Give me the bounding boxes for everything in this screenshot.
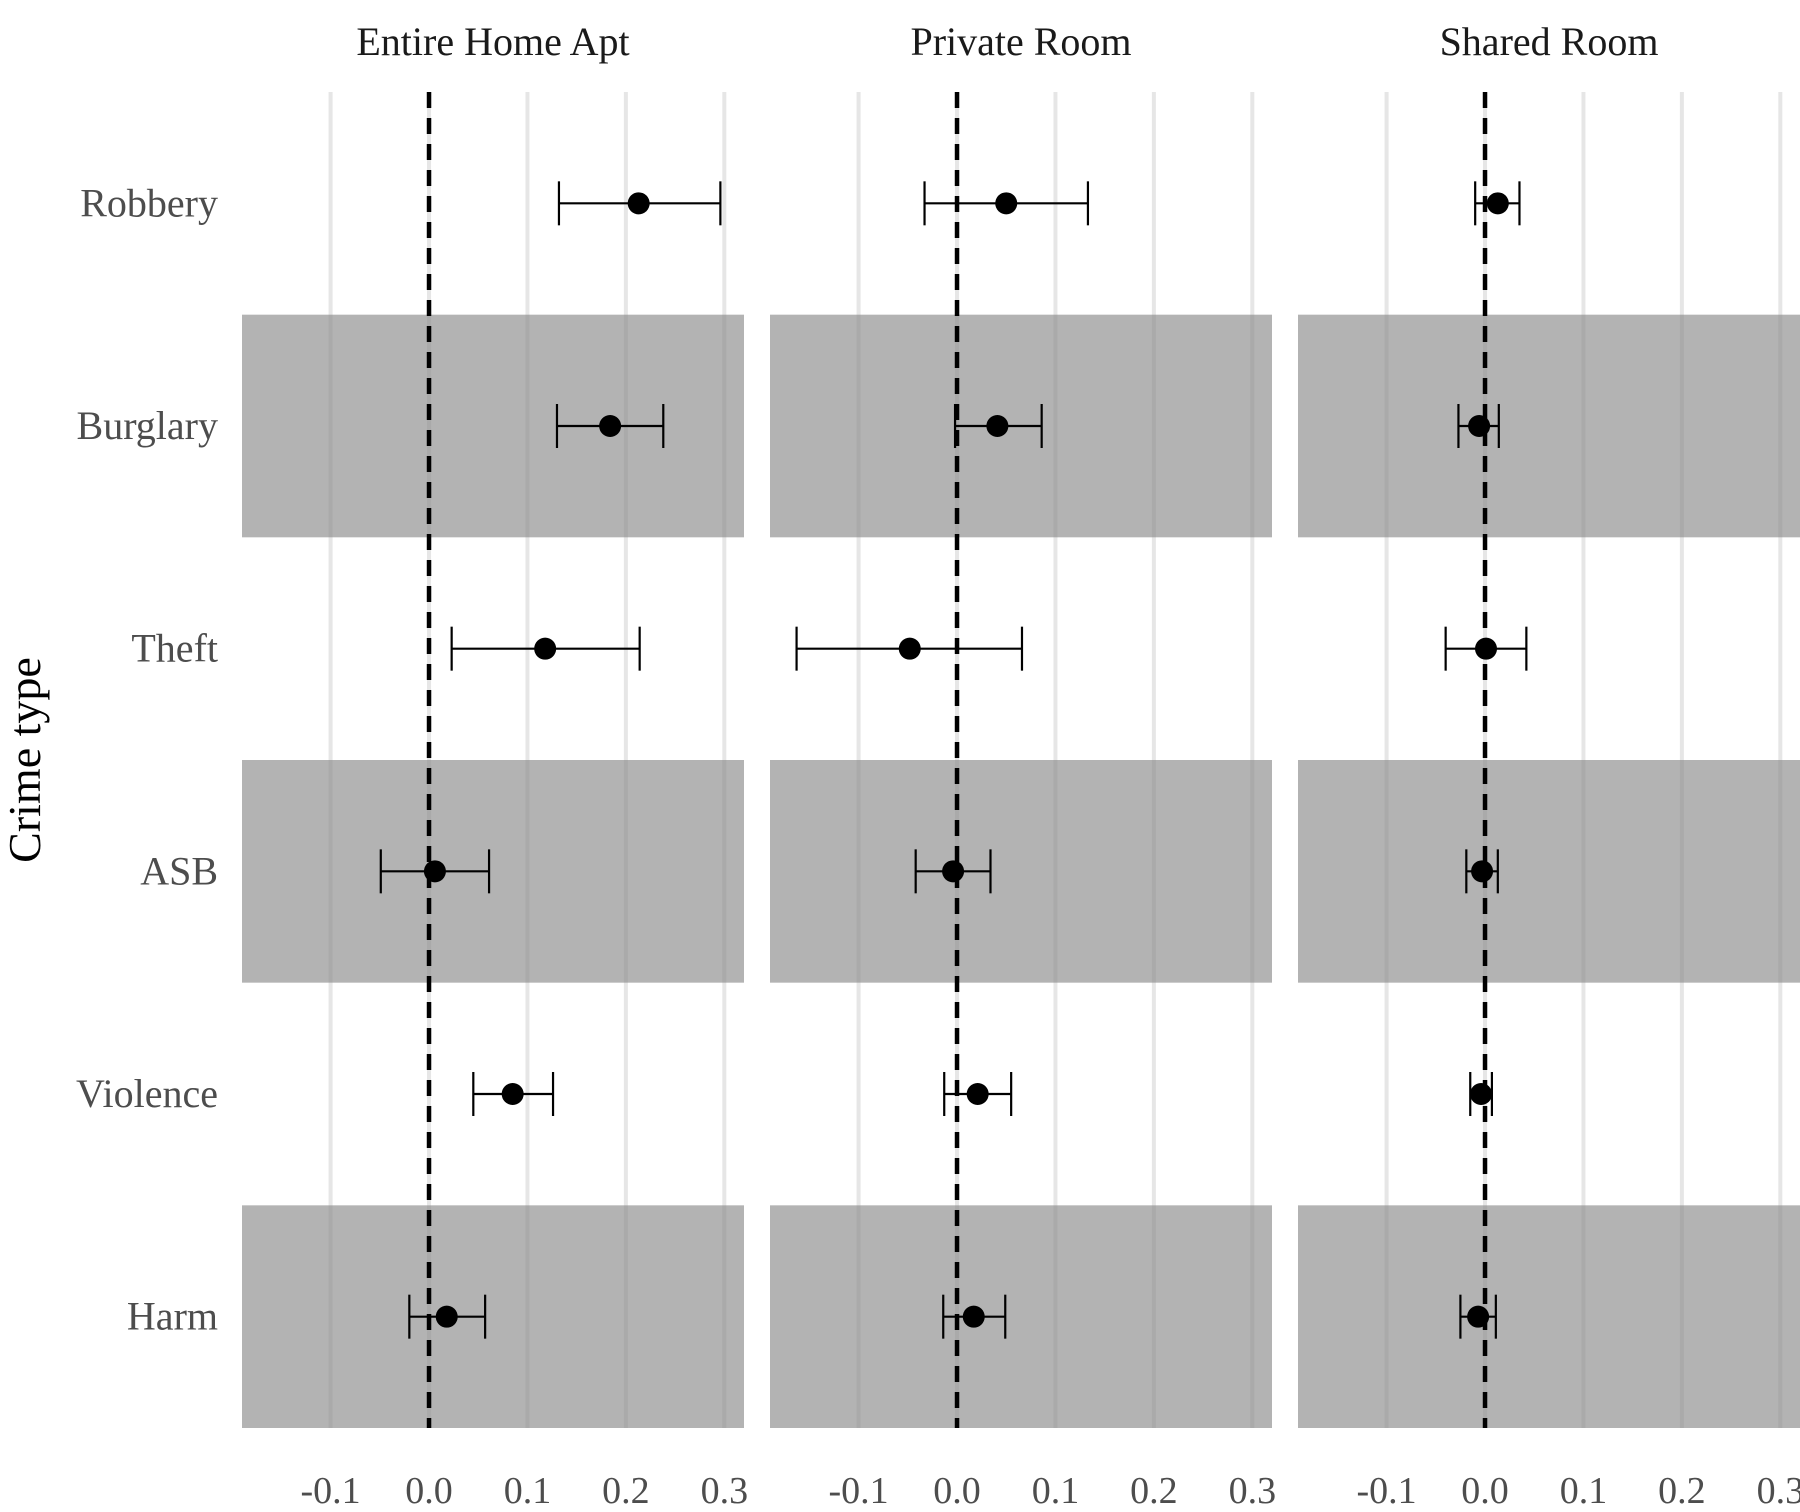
- x-tick-label: 0.2: [1130, 1470, 1178, 1512]
- x-tick-label: -0.1: [829, 1470, 889, 1512]
- estimate-point-burglary: [986, 415, 1009, 437]
- x-tick-label: 0.0: [1461, 1470, 1509, 1512]
- estimate-point-theft: [534, 637, 557, 660]
- estimate-point-robbery: [627, 192, 650, 215]
- row-bands: [242, 314, 1800, 1428]
- facet-title: Private Room: [910, 19, 1131, 64]
- x-tick-label: 0.1: [1032, 1470, 1080, 1512]
- y-tick-label: Robbery: [80, 180, 218, 225]
- row-band-harm: [242, 1205, 744, 1428]
- row-band-asb: [770, 760, 1272, 983]
- x-tick-label: 0.1: [504, 1470, 552, 1512]
- x-tick-label: 0.2: [1658, 1470, 1706, 1512]
- x-tick-label: -0.1: [1357, 1470, 1417, 1512]
- zero-reference-lines: [426, 92, 1488, 1428]
- estimate-point-violence: [1470, 1083, 1493, 1105]
- estimate-point-burglary: [1468, 415, 1491, 437]
- y-axis-title: Crime type: [0, 657, 50, 863]
- facet-title: Shared Room: [1440, 19, 1659, 64]
- axis-labels: Entire Home Apt -0.1 0.0 0.1 0.2 0.3 Private R…: [0, 19, 1800, 1512]
- row-band-asb: [242, 760, 744, 983]
- row-band-harm: [770, 1205, 1272, 1428]
- estimate-point-theft: [898, 637, 921, 660]
- x-tick-label: 0.2: [602, 1470, 650, 1512]
- x-tick-label: 0.1: [1560, 1470, 1608, 1512]
- estimate-point-theft: [1475, 637, 1498, 660]
- x-tick-label: 0.3: [701, 1470, 749, 1512]
- estimate-point-asb: [942, 860, 965, 883]
- estimate-point-violence: [966, 1083, 989, 1105]
- estimate-point-harm: [435, 1305, 458, 1328]
- estimate-point-harm: [962, 1305, 985, 1328]
- y-tick-label: Violence: [76, 1071, 218, 1116]
- x-tick-label: -0.1: [301, 1470, 361, 1512]
- row-band-harm: [1298, 1205, 1800, 1428]
- estimate-point-asb: [1471, 860, 1494, 883]
- y-tick-label: Burglary: [77, 403, 218, 448]
- y-tick-label: ASB: [140, 848, 218, 893]
- row-band-asb: [1298, 760, 1800, 983]
- estimate-point-robbery: [995, 192, 1018, 215]
- row-band-burglary: [242, 314, 744, 538]
- x-tick-label: 0.0: [405, 1470, 453, 1512]
- estimate-point-violence: [501, 1083, 524, 1105]
- estimate-marks: [379, 181, 1528, 1339]
- y-tick-label: Harm: [127, 1294, 218, 1339]
- estimate-point-harm: [1467, 1305, 1490, 1328]
- gridlines: [328, 92, 1783, 1428]
- x-tick-label: 0.3: [1229, 1470, 1277, 1512]
- x-tick-label: 0.0: [933, 1470, 981, 1512]
- y-tick-label: Theft: [131, 626, 218, 671]
- facet-title: Entire Home Apt: [356, 19, 629, 64]
- x-tick-label: 0.3: [1757, 1470, 1800, 1512]
- estimate-point-robbery: [1486, 192, 1509, 215]
- row-band-burglary: [1298, 314, 1800, 538]
- estimate-point-burglary: [599, 415, 622, 437]
- estimate-point-asb: [423, 860, 446, 883]
